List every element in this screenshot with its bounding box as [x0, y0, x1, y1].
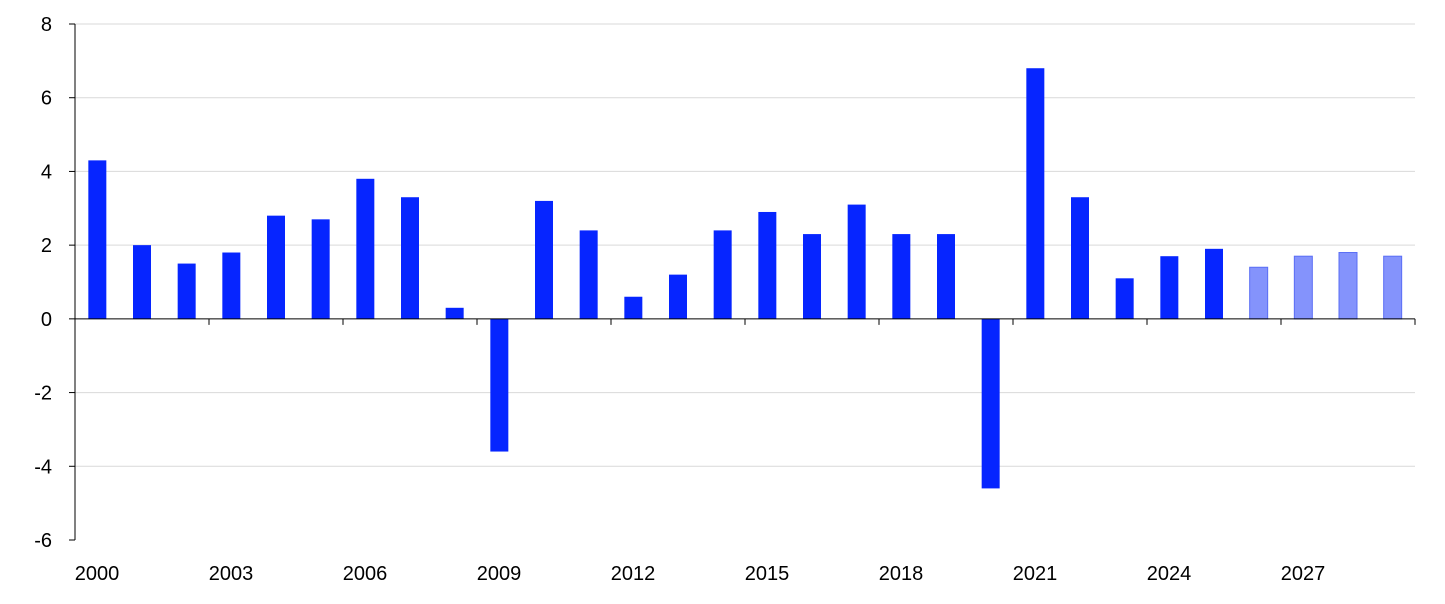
- y-tick-label: 6: [41, 88, 52, 110]
- bar-2024: [1160, 256, 1179, 319]
- axes: [69, 23, 1416, 541]
- x-tick-label: 2000: [75, 563, 120, 585]
- bar-2002: [177, 263, 196, 319]
- y-tick-label: 8: [41, 14, 52, 36]
- bar-2026: [1249, 266, 1269, 320]
- bar-2001: [133, 245, 151, 319]
- bar-2029: [1383, 255, 1403, 320]
- x-tick-label: 2027: [1281, 563, 1326, 585]
- bar-2011: [579, 230, 598, 319]
- x-tick-label: 2009: [477, 563, 522, 585]
- bar-2023: [1115, 278, 1134, 319]
- bar-series: [88, 68, 1403, 489]
- y-tick-label: 4: [41, 161, 52, 183]
- x-tick-label: 2021: [1013, 563, 1058, 585]
- bar-2012: [624, 296, 643, 319]
- bar-2017: [847, 204, 866, 319]
- bar-2021: [1026, 68, 1045, 319]
- bar-2000: [88, 160, 107, 319]
- bar-2015: [758, 211, 777, 319]
- bar-2020: [981, 318, 1000, 489]
- bar-2005: [311, 219, 330, 319]
- y-tick-labels: -6 -4 -2 0 2 4 6 8: [34, 14, 52, 552]
- x-tick-label: 2012: [611, 563, 656, 585]
- y-tick-label: -4: [34, 456, 52, 478]
- x-tick-label: 2018: [879, 563, 924, 585]
- bar-2025: [1205, 248, 1223, 319]
- bar-2016: [803, 234, 821, 319]
- x-tick-labels: 2000 2003 2006 2009 2012 2015 2018 2021 2024 2027: [75, 563, 1326, 585]
- bar-2006: [356, 178, 375, 319]
- bar-2003: [222, 252, 241, 319]
- y-tick-label: -6: [34, 530, 52, 552]
- bar-2028: [1338, 252, 1358, 320]
- bar-2008: [445, 307, 464, 319]
- bar-2013: [669, 274, 687, 319]
- y-tick-label: -2: [34, 383, 52, 405]
- bar-2007: [401, 197, 419, 319]
- x-tick-label: 2015: [745, 563, 790, 585]
- y-tick-label: 0: [41, 309, 52, 331]
- bar-2018: [892, 234, 911, 319]
- bar-2010: [535, 200, 553, 319]
- x-tick-label: 2003: [209, 563, 254, 585]
- bar-2009: [490, 318, 509, 452]
- bar-2004: [267, 215, 285, 319]
- gridlines: [75, 23, 1415, 467]
- x-tick-label: 2006: [343, 563, 388, 585]
- bar-2027: [1293, 255, 1313, 320]
- bar-2014: [713, 230, 732, 319]
- bar-2019: [937, 234, 955, 319]
- y-tick-label: 2: [41, 235, 52, 257]
- x-tick-label: 2024: [1147, 563, 1192, 585]
- bar-2022: [1071, 197, 1089, 319]
